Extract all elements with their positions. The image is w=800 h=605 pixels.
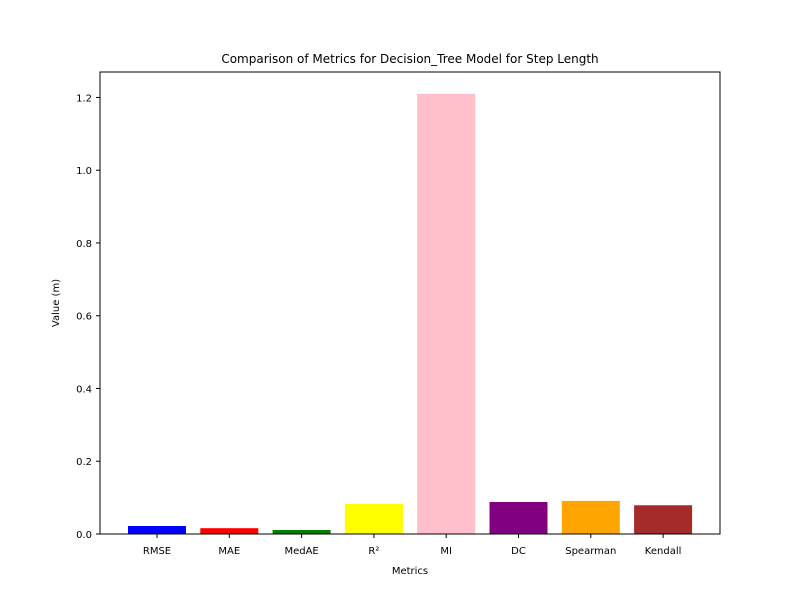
x-tick-label-6: Spearman xyxy=(565,546,616,557)
bar-4 xyxy=(417,93,476,534)
bar-5 xyxy=(489,501,548,534)
x-tick-label-2: MedAE xyxy=(284,546,318,557)
bar-1 xyxy=(200,528,259,534)
x-tick-label-1: MAE xyxy=(218,546,240,557)
bar-7 xyxy=(634,505,693,534)
y-tick-label-6: 1.2 xyxy=(76,93,92,104)
x-tick-label-5: DC xyxy=(511,546,526,557)
y-tick-label-0: 0.0 xyxy=(76,530,92,541)
y-tick-label-1: 0.2 xyxy=(76,457,92,468)
chart-title: Comparison of Metrics for Decision_Tree … xyxy=(221,52,598,66)
x-axis-label: Metrics xyxy=(392,566,428,577)
bar-3 xyxy=(344,503,403,534)
y-tick-label-4: 0.8 xyxy=(76,239,92,250)
bar-6 xyxy=(561,500,620,534)
x-tick-label-0: RMSE xyxy=(143,546,171,557)
y-tick-label-5: 1.0 xyxy=(76,166,92,177)
y-axis-label: Value (m) xyxy=(51,279,62,327)
bar-2 xyxy=(272,529,331,534)
y-tick-label-2: 0.4 xyxy=(76,384,92,395)
y-axis: 0.0 0.2 0.4 0.6 0.8 1.0 1.2 xyxy=(76,93,100,541)
x-tick-label-3: R² xyxy=(368,546,379,557)
x-tick-label-7: Kendall xyxy=(645,546,682,557)
plot-frame xyxy=(99,71,721,535)
x-tick-label-4: MI xyxy=(440,546,452,557)
y-tick-label-3: 0.6 xyxy=(76,312,92,323)
bar-0 xyxy=(128,525,186,534)
bars-group xyxy=(128,93,693,534)
x-axis: RMSE MAE MedAE R² MI DC Spearman Kendall xyxy=(143,534,682,557)
